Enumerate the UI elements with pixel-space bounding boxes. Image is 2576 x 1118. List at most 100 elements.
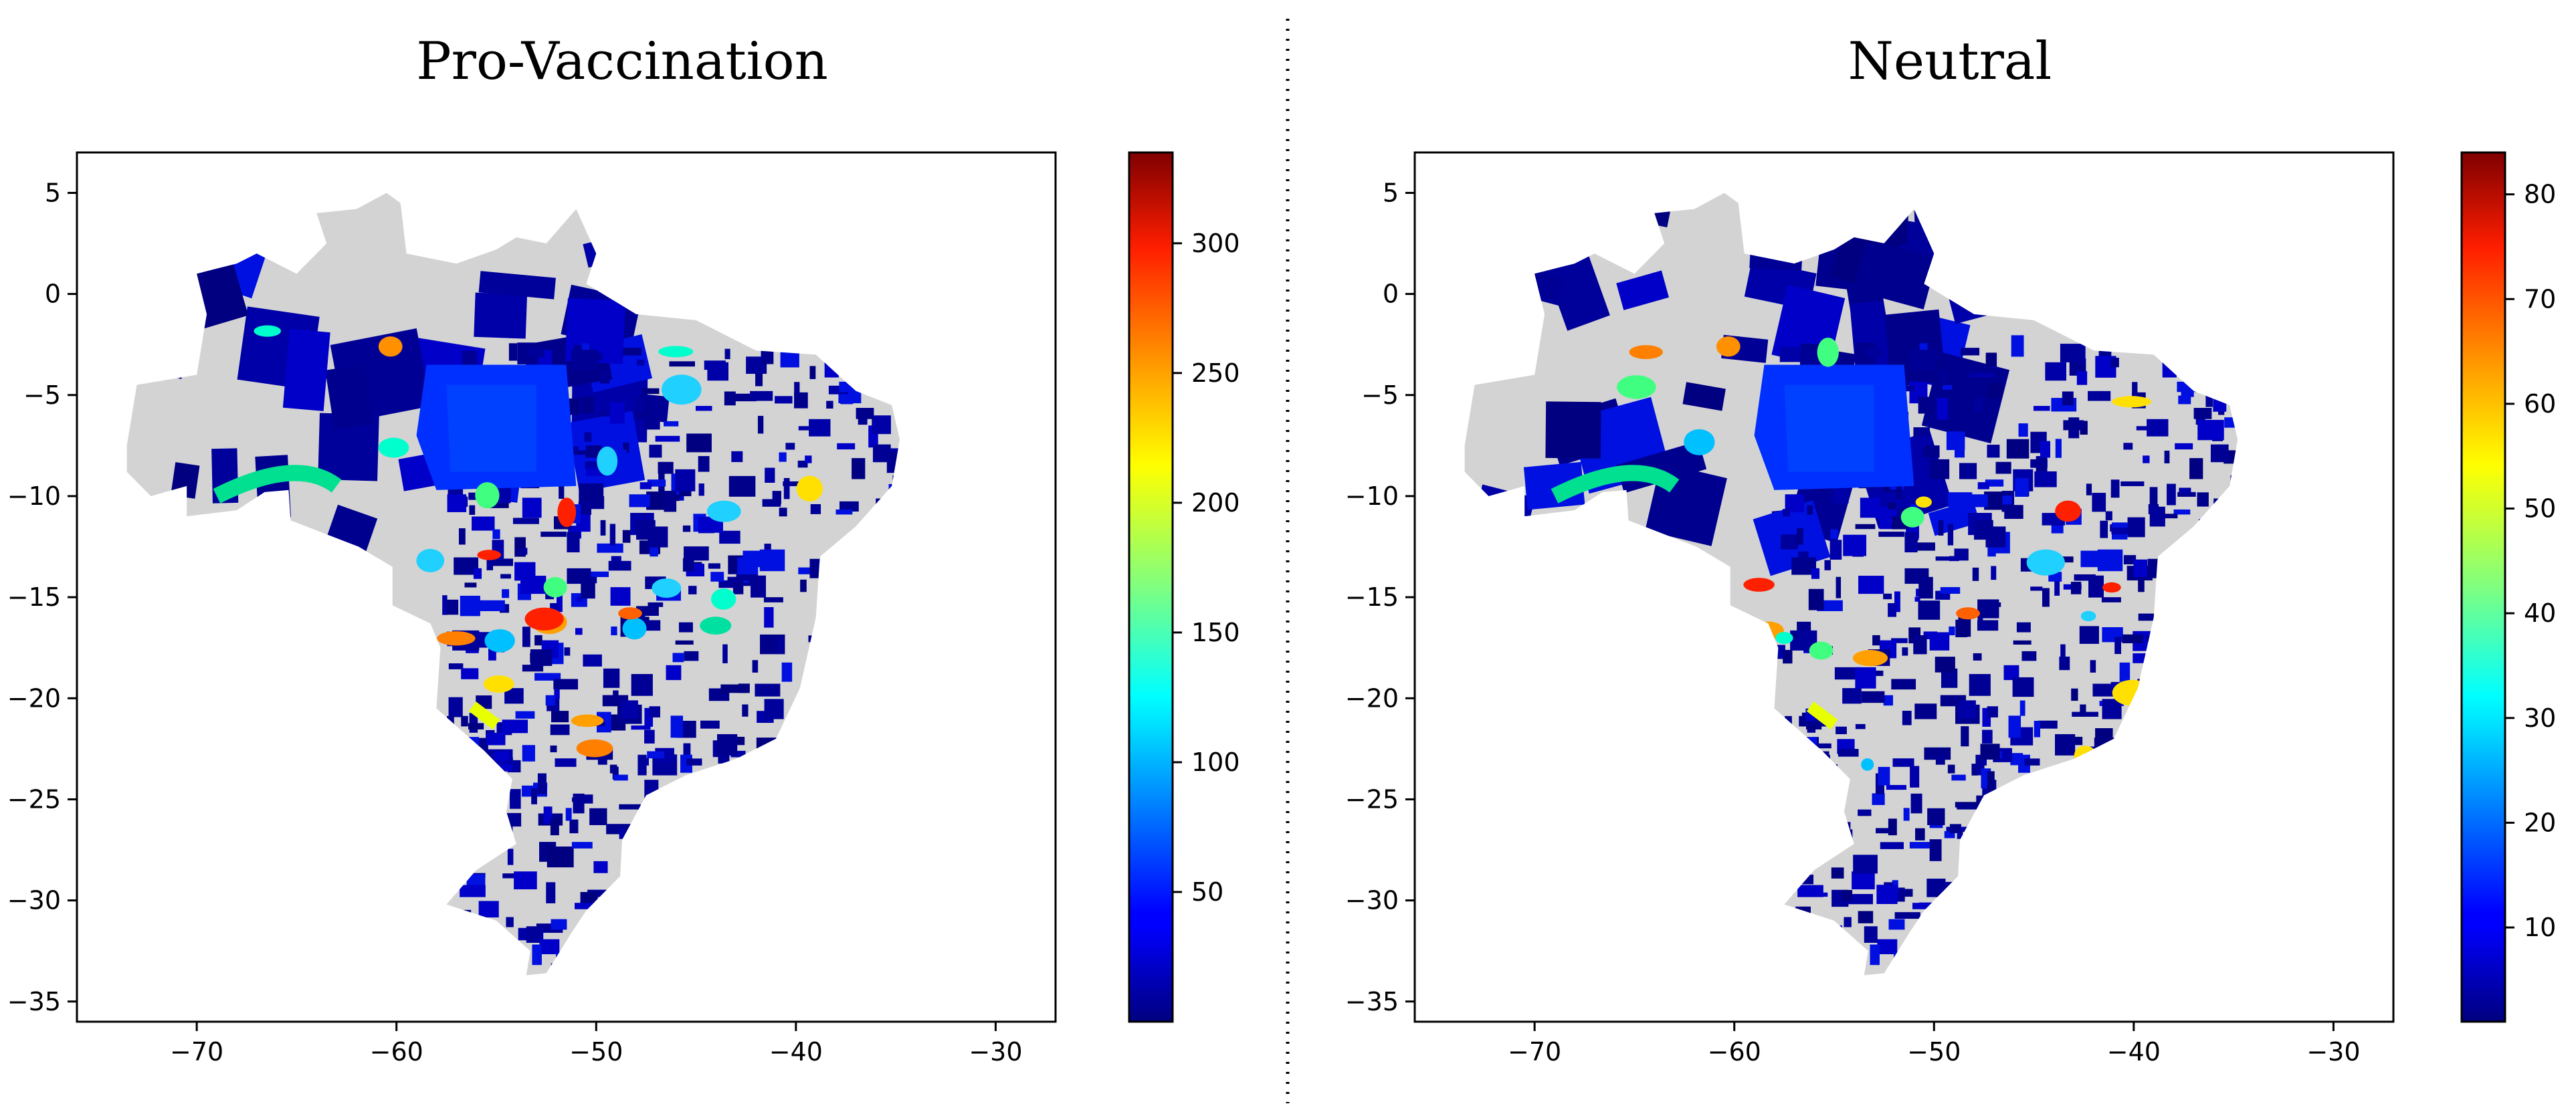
municipality: [1903, 808, 1910, 821]
municipality: [2193, 408, 2212, 419]
municipality: [1892, 758, 1914, 767]
municipality: [1888, 603, 1896, 617]
municipality: [639, 614, 646, 626]
municipality: [464, 582, 477, 588]
municipality: [2076, 371, 2088, 385]
municipality: [1855, 524, 1876, 530]
municipality: [684, 651, 699, 661]
x-tick-label: −50: [569, 1037, 623, 1067]
municipality: [2167, 483, 2176, 506]
municipality: [507, 849, 514, 865]
municipality: [639, 482, 652, 489]
municipality: [468, 723, 484, 730]
municipality: [611, 556, 621, 562]
municipality: [1957, 828, 1963, 839]
municipality-hotspot: [484, 675, 514, 693]
municipality: [611, 626, 617, 636]
municipality: [649, 445, 662, 458]
municipality: [2034, 720, 2041, 738]
municipality: [2019, 700, 2025, 716]
municipality: [583, 654, 602, 667]
municipality: [698, 483, 704, 496]
municipality: [805, 455, 812, 463]
municipality: [764, 699, 784, 719]
municipality: [1904, 568, 1929, 584]
x-tick-label: −40: [769, 1037, 823, 1067]
municipality: [1842, 889, 1853, 901]
y-tick-label: −25: [1345, 784, 1399, 814]
municipality: [1523, 461, 1585, 510]
municipality-hotspot: [576, 739, 613, 758]
municipality: [2021, 651, 2037, 661]
municipality: [1969, 372, 1995, 378]
municipality: [1848, 893, 1873, 905]
municipality: [669, 361, 695, 367]
municipality: [494, 751, 509, 762]
municipality: [755, 369, 763, 386]
municipality: [1916, 485, 1934, 496]
municipality: [504, 688, 524, 704]
municipality: [580, 892, 598, 905]
municipality: [1910, 793, 1922, 814]
municipality: [2161, 514, 2178, 519]
municipality: [1961, 726, 1969, 747]
municipality: [2147, 419, 2169, 437]
municipality: [683, 743, 691, 764]
municipality: [732, 393, 757, 402]
municipality: [1808, 588, 1824, 610]
municipality: [543, 806, 553, 824]
municipality: [809, 419, 831, 437]
municipality: [797, 460, 808, 468]
municipality: [606, 824, 632, 834]
municipality: [710, 572, 724, 582]
municipality: [2164, 450, 2170, 463]
municipality: [1902, 710, 1912, 725]
municipality: [2030, 586, 2043, 591]
municipality-hotspot: [2055, 500, 2082, 522]
municipality: [1834, 667, 1861, 680]
municipality: [648, 602, 664, 607]
municipality: [2071, 688, 2078, 701]
municipality: [2127, 517, 2145, 538]
municipality: [2040, 441, 2051, 458]
y-tick-label: −25: [7, 784, 61, 814]
municipality: [655, 435, 680, 442]
municipality: [1918, 600, 1941, 620]
municipality-hotspot: [571, 714, 604, 728]
municipality: [2088, 575, 2104, 598]
municipality: [781, 662, 793, 682]
x-tick-label: −60: [370, 1037, 423, 1067]
municipality: [1973, 397, 1983, 412]
municipality: [724, 348, 730, 360]
municipality: [647, 751, 664, 759]
municipality: [486, 560, 494, 570]
municipality: [750, 390, 773, 401]
municipality: [547, 846, 574, 868]
y-tick-label: 5: [1383, 178, 1399, 207]
municipality: [589, 808, 607, 825]
municipality: [2102, 699, 2122, 719]
y-tick-label: −10: [1345, 481, 1399, 511]
municipality: [1829, 540, 1842, 560]
municipality: [522, 627, 530, 647]
municipality: [1876, 885, 1898, 904]
municipality: [564, 647, 571, 656]
municipality: [840, 395, 854, 405]
municipality: [573, 793, 585, 814]
municipality: [1872, 793, 1885, 805]
y-tick-label: −35: [7, 987, 61, 1016]
municipality: [731, 451, 743, 463]
municipality: [598, 410, 613, 417]
municipality-hotspot: [1817, 338, 1839, 367]
municipality: [460, 885, 486, 897]
municipality: [623, 442, 629, 453]
municipality: [718, 580, 742, 588]
municipality: [522, 665, 544, 672]
municipality: [765, 467, 775, 483]
municipality: [1948, 492, 1973, 508]
municipality: [569, 398, 579, 415]
municipality: [1891, 638, 1908, 643]
municipality: [515, 711, 535, 719]
municipality-hotspot: [416, 548, 445, 572]
